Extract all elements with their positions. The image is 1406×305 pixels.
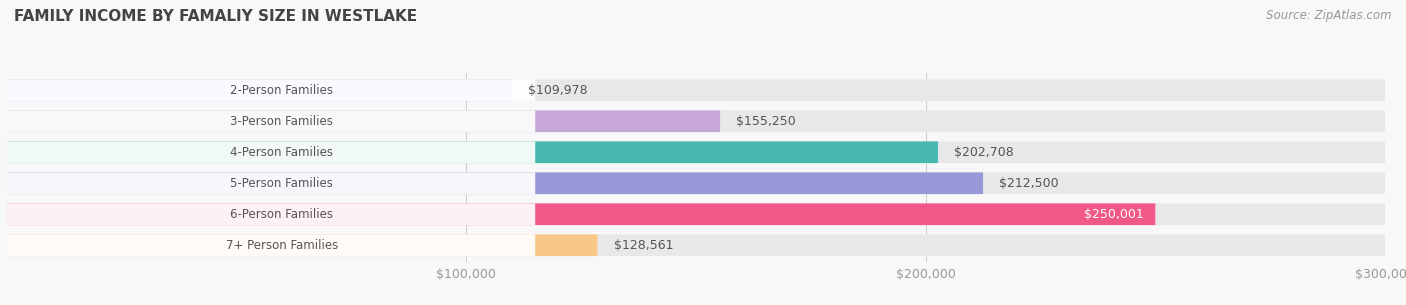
FancyBboxPatch shape [7,172,536,194]
Text: $155,250: $155,250 [737,115,796,128]
Text: $212,500: $212,500 [1000,177,1059,190]
Text: 3-Person Families: 3-Person Families [231,115,333,128]
FancyBboxPatch shape [7,142,536,163]
FancyBboxPatch shape [7,235,1385,256]
Text: 6-Person Families: 6-Person Families [231,208,333,221]
FancyBboxPatch shape [7,110,1385,132]
FancyBboxPatch shape [7,172,983,194]
FancyBboxPatch shape [7,79,1385,101]
FancyBboxPatch shape [7,110,720,132]
Text: 2-Person Families: 2-Person Families [231,84,333,97]
FancyBboxPatch shape [7,110,536,132]
Text: $109,978: $109,978 [529,84,588,97]
Text: $128,561: $128,561 [613,239,673,252]
FancyBboxPatch shape [7,142,938,163]
Text: $250,001: $250,001 [1084,208,1144,221]
FancyBboxPatch shape [7,79,512,101]
Text: Source: ZipAtlas.com: Source: ZipAtlas.com [1267,9,1392,22]
FancyBboxPatch shape [7,79,536,101]
FancyBboxPatch shape [7,203,536,225]
Text: 5-Person Families: 5-Person Families [231,177,333,190]
Text: $202,708: $202,708 [955,146,1014,159]
FancyBboxPatch shape [7,235,536,256]
FancyBboxPatch shape [7,203,1156,225]
FancyBboxPatch shape [7,203,1385,225]
FancyBboxPatch shape [7,235,598,256]
FancyBboxPatch shape [7,142,1385,163]
FancyBboxPatch shape [7,172,1385,194]
Text: 4-Person Families: 4-Person Families [231,146,333,159]
Text: FAMILY INCOME BY FAMALIY SIZE IN WESTLAKE: FAMILY INCOME BY FAMALIY SIZE IN WESTLAK… [14,9,418,24]
Text: 7+ Person Families: 7+ Person Families [225,239,337,252]
